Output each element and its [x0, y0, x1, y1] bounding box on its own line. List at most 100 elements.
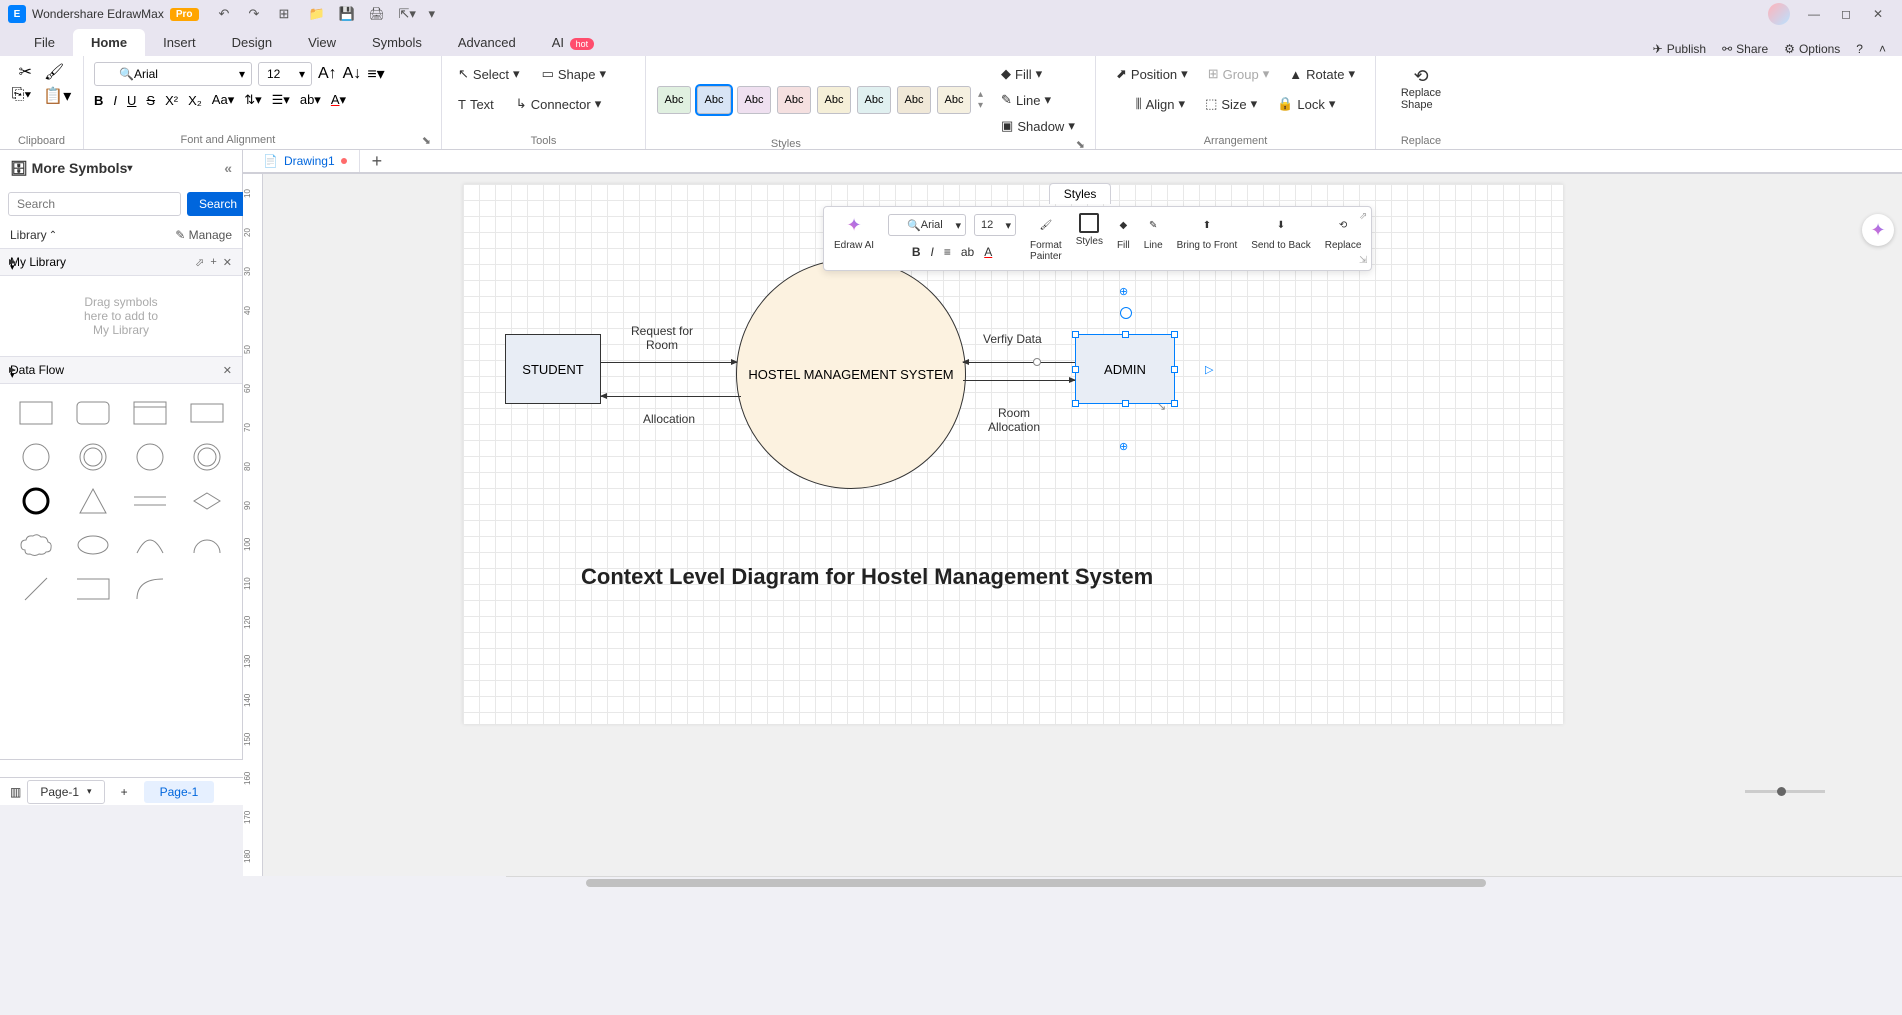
- text-tool[interactable]: T Text: [452, 92, 500, 116]
- bold-icon[interactable]: B: [94, 93, 103, 108]
- options-button[interactable]: ⚙ Options: [1784, 42, 1840, 56]
- more-symbols-label[interactable]: More Symbols: [32, 160, 128, 176]
- shape-triangle[interactable]: [67, 482, 118, 520]
- tab-ai[interactable]: AI hot: [534, 29, 612, 56]
- rotate-handle[interactable]: [1120, 307, 1132, 319]
- decrease-font-icon[interactable]: A↓: [343, 65, 362, 83]
- style-swatch-1[interactable]: Abc: [697, 86, 731, 114]
- zoom-slider[interactable]: [1745, 790, 1825, 793]
- print-icon[interactable]: 🖨: [369, 6, 385, 22]
- float-bring-front[interactable]: ⬆Bring to Front: [1177, 213, 1238, 264]
- shape-cloud[interactable]: [10, 526, 61, 564]
- styles-tab[interactable]: Styles: [1049, 183, 1112, 204]
- redo-icon[interactable]: ↷: [249, 6, 265, 22]
- float-font-combo[interactable]: 🔍Arial▾: [888, 214, 966, 236]
- highlight-icon[interactable]: ab▾: [300, 92, 321, 108]
- shape-diamond[interactable]: [181, 482, 232, 520]
- float-size-combo[interactable]: 12▾: [974, 214, 1016, 236]
- mylib-dropzone[interactable]: Drag symbols here to add to My Library: [0, 276, 242, 356]
- add-handle-bottom[interactable]: ⊕: [1119, 440, 1128, 453]
- diagram-title[interactable]: Context Level Diagram for Hostel Managem…: [581, 564, 1153, 590]
- collapse-panel-icon[interactable]: «: [224, 160, 232, 176]
- arrow-request[interactable]: [601, 362, 737, 363]
- tab-design[interactable]: Design: [214, 29, 290, 56]
- shape-ellipse[interactable]: [67, 526, 118, 564]
- open-icon[interactable]: 📁: [309, 6, 325, 22]
- qat-more-icon[interactable]: ▾: [429, 6, 445, 22]
- position-dropdown[interactable]: ⬈ Position▾: [1110, 62, 1194, 86]
- line-spacing-icon[interactable]: ⇅▾: [244, 92, 261, 108]
- mylib-add-icon[interactable]: +: [210, 256, 216, 269]
- tab-home[interactable]: Home: [73, 29, 145, 56]
- tab-view[interactable]: View: [290, 29, 354, 56]
- add-page-icon[interactable]: +: [111, 785, 138, 799]
- horizontal-scrollbar[interactable]: [506, 876, 1902, 877]
- tab-insert[interactable]: Insert: [145, 29, 214, 56]
- page-dropdown[interactable]: Page-1 ▾: [27, 780, 104, 804]
- node-admin[interactable]: ADMIN: [1075, 334, 1175, 404]
- paste-icon[interactable]: 📋▾: [43, 86, 71, 106]
- line-dropdown[interactable]: ✎ Line▾: [995, 88, 1081, 112]
- shape-rounded-rect[interactable]: [67, 394, 118, 432]
- float-styles[interactable]: Styles: [1076, 213, 1103, 264]
- close-button[interactable]: ✕: [1862, 2, 1894, 26]
- collapse-ribbon-icon[interactable]: ˄: [1879, 42, 1886, 56]
- fill-dropdown[interactable]: ◆ Fill▾: [995, 62, 1081, 86]
- minimize-button[interactable]: —: [1798, 2, 1830, 26]
- arrow-verify[interactable]: [963, 362, 1075, 363]
- mylib-section[interactable]: ▾My Library ⬀+✕: [0, 248, 242, 276]
- superscript-icon[interactable]: X²: [165, 93, 178, 108]
- shadow-dropdown[interactable]: ▣ Shadow▾: [995, 114, 1081, 138]
- arrow-allocation[interactable]: [601, 396, 741, 397]
- italic-icon[interactable]: I: [113, 93, 117, 108]
- increase-font-icon[interactable]: A↑: [318, 65, 337, 83]
- select-tool[interactable]: ↖ Select▾: [452, 62, 526, 86]
- dataflow-close-icon[interactable]: ✕: [223, 364, 232, 377]
- rotate-dropdown[interactable]: ▲ Rotate▾: [1283, 62, 1361, 86]
- tab-symbols[interactable]: Symbols: [354, 29, 440, 56]
- maximize-button[interactable]: ◻: [1830, 2, 1862, 26]
- shape-half-circle[interactable]: [181, 526, 232, 564]
- undo-icon[interactable]: ↶: [219, 6, 235, 22]
- edraw-ai-button[interactable]: ✦ Edraw AI: [834, 213, 874, 264]
- float-replace[interactable]: ⟲Replace: [1325, 213, 1362, 264]
- float-font-color[interactable]: A: [984, 245, 992, 259]
- style-swatch-4[interactable]: Abc: [817, 86, 851, 114]
- save-icon[interactable]: 💾: [339, 6, 355, 22]
- node-student[interactable]: STUDENT: [505, 334, 601, 404]
- shape-circle[interactable]: [10, 438, 61, 476]
- add-handle-right[interactable]: ▷: [1205, 363, 1213, 376]
- strike-icon[interactable]: S: [146, 93, 155, 108]
- float-pin-icon[interactable]: ⇗: [1359, 211, 1367, 222]
- connector-tool[interactable]: ↳ Connector▾: [510, 92, 607, 116]
- cut-icon[interactable]: ✂: [19, 62, 32, 82]
- manage-link[interactable]: ✎ Manage: [175, 228, 232, 242]
- case-icon[interactable]: Aa▾: [212, 92, 234, 108]
- share-button[interactable]: ⚯ Share: [1722, 42, 1768, 56]
- group-dropdown[interactable]: ⊞ Group▾: [1202, 62, 1276, 86]
- font-size-combo[interactable]: 12▾: [258, 62, 312, 86]
- shape-tool[interactable]: ▭ Shape▾: [536, 62, 612, 86]
- new-icon[interactable]: ⊞: [279, 6, 295, 22]
- float-expand-icon[interactable]: ⇲: [1359, 255, 1367, 266]
- float-highlight[interactable]: ab: [961, 245, 974, 259]
- shape-thin-rect[interactable]: [181, 394, 232, 432]
- shape-frame[interactable]: [124, 394, 175, 432]
- replace-shape-button[interactable]: ⟲ Replace Shape: [1386, 62, 1456, 115]
- shape-rect[interactable]: [10, 394, 61, 432]
- shape-curve[interactable]: [124, 570, 175, 608]
- shape-double-line[interactable]: [124, 482, 175, 520]
- arrow-room-alloc[interactable]: [963, 380, 1075, 381]
- shape-double-circle[interactable]: [67, 438, 118, 476]
- float-fill[interactable]: ◆Fill: [1117, 213, 1130, 264]
- format-brush-icon[interactable]: 🖌: [44, 62, 64, 82]
- resize-handle[interactable]: ↘: [1157, 400, 1166, 413]
- shape-arc[interactable]: [124, 526, 175, 564]
- mylib-close-icon[interactable]: ✕: [223, 256, 232, 269]
- publish-button[interactable]: ✈ Publish: [1653, 42, 1706, 56]
- tab-file[interactable]: File: [16, 29, 73, 56]
- connector-point[interactable]: [1033, 358, 1041, 366]
- lock-dropdown[interactable]: 🔒 Lock▾: [1271, 92, 1341, 116]
- font-color-icon[interactable]: A▾: [331, 92, 346, 108]
- shape-line[interactable]: [10, 570, 61, 608]
